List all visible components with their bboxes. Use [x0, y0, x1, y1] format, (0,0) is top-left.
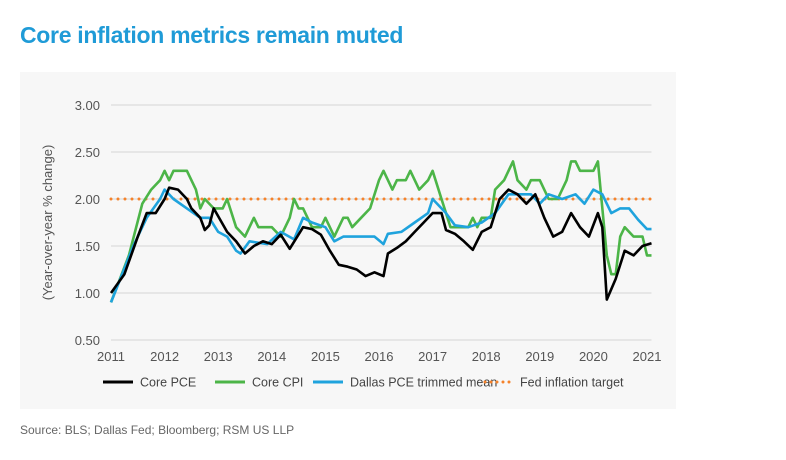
x-tick-label: 2020	[579, 349, 608, 364]
x-tick-label: 2014	[257, 349, 286, 364]
legend-label: Core CPI	[252, 376, 303, 390]
x-tick-label: 2011	[97, 349, 125, 364]
legend-label: Dallas PCE trimmed mean	[350, 376, 497, 390]
x-tick-label: 2019	[525, 349, 554, 364]
series-line-core-cpi	[109, 160, 652, 303]
y-tick-label: 1.00	[75, 286, 100, 301]
x-tick-label: 2016	[365, 349, 394, 364]
x-tick-label: 2012	[150, 349, 179, 364]
y-axis-label: (Year-over-year % change)	[40, 145, 55, 301]
y-tick-label: 0.50	[75, 333, 100, 348]
y-tick-label: 3.00	[75, 98, 100, 113]
chart-title: Core inflation metrics remain muted	[20, 22, 404, 48]
source-note: Source: BLS; Dallas Fed; Bloomberg; RSM …	[20, 423, 295, 437]
legend-label: Core PCE	[140, 376, 196, 390]
x-tick-label: 2017	[418, 349, 447, 364]
legend-label: Fed inflation target	[520, 376, 624, 390]
x-tick-label: 2015	[311, 349, 340, 364]
y-tick-label: 2.00	[75, 192, 100, 207]
series-line-core-pce	[109, 186, 652, 301]
x-tick-label: 2013	[204, 349, 233, 364]
y-tick-label: 1.50	[75, 239, 100, 254]
chart-panel: 0.50 1.00 1.50 2.00 2.50 3.00 2011 2012 2013 2014…	[20, 72, 676, 409]
x-tick-label: 2021	[633, 349, 662, 364]
y-tick-label: 2.50	[75, 145, 100, 160]
line-chart: 0.50 1.00 1.50 2.00 2.50 3.00 2011 2012 2013 2014…	[40, 98, 662, 390]
x-tick-label: 2018	[472, 349, 501, 364]
